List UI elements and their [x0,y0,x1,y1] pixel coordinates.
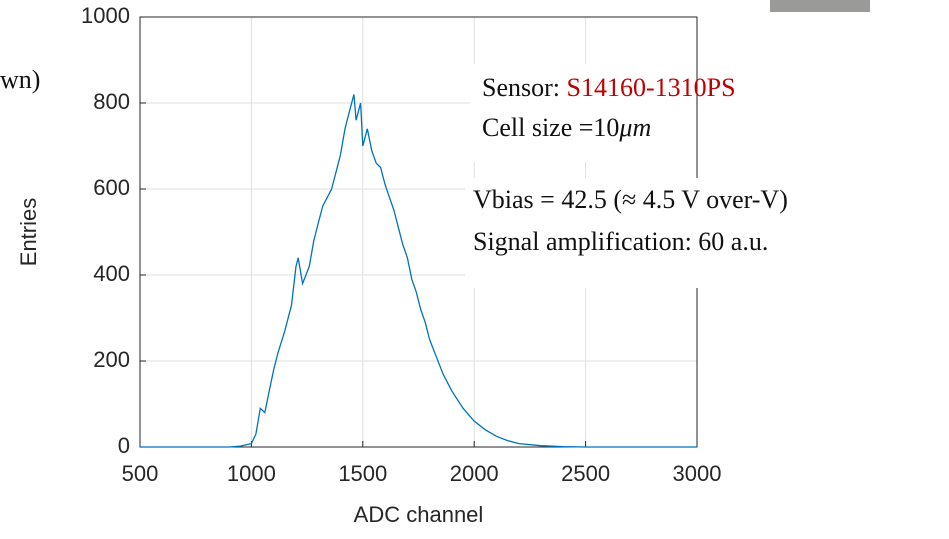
annotation: Cell size =10μm [482,113,651,142]
x-tick-label: 1000 [227,461,276,486]
x-tick-label: 500 [122,461,159,486]
x-tick-label: 1500 [338,461,387,486]
y-tick-label: 600 [93,175,130,200]
y-tick-label: 800 [93,89,130,114]
annotation: Signal amplification: 60 a.u. [473,227,768,256]
photo-fragment [770,0,870,12]
text-box [470,64,696,162]
data-line [140,94,697,448]
annotation: S14160-1310PS [567,73,736,102]
y-axis-label: Entries [16,198,41,266]
annotation: Sensor: [482,73,567,102]
y-tick-label: 0 [118,433,130,458]
annotation: Vbias = 42.5 (≈ 4.5 V over-V) [473,185,788,214]
annotation: μm [618,113,651,142]
annotations: wn) Sensor: S14160-1310PS Cell size =10μ… [0,64,949,288]
text-box [465,178,949,288]
annotation: wn) [0,65,40,94]
y-tick-label: 400 [93,261,130,286]
x-tick-label: 2000 [450,461,499,486]
annotation: Sensor: S14160-1310PS [482,73,736,102]
x-axis-label: ADC channel [354,502,484,527]
annotation: Cell size =10 [482,113,619,142]
cover [60,88,86,124]
y-tick-label: 200 [93,347,130,372]
x-tick-label: 3000 [673,461,722,486]
x-tick-label: 2500 [561,461,610,486]
y-tick-label: 1000 [81,3,130,28]
